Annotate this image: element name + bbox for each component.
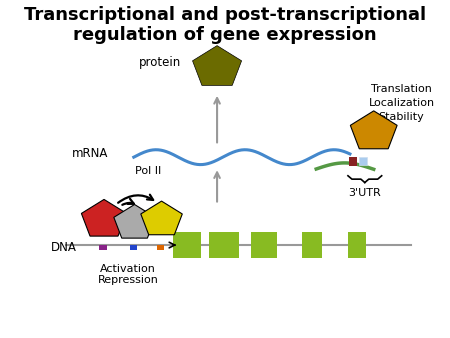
Bar: [302, 233, 322, 258]
Text: Transcriptional and post-transcriptional: Transcriptional and post-transcriptional: [24, 6, 426, 24]
Text: 3'UTR: 3'UTR: [348, 188, 381, 198]
Text: regulation of gene expression: regulation of gene expression: [73, 26, 377, 45]
Bar: [130, 245, 137, 250]
Bar: [348, 233, 366, 258]
Text: Translation
Localization
Stability: Translation Localization Stability: [369, 84, 435, 122]
Bar: [173, 233, 201, 258]
Bar: [99, 245, 107, 250]
Text: protein: protein: [139, 56, 181, 69]
Bar: [359, 157, 367, 165]
Bar: [251, 233, 277, 258]
Bar: [349, 157, 357, 166]
FancyArrowPatch shape: [118, 195, 153, 203]
Text: mRNA: mRNA: [72, 147, 108, 160]
Text: Pol II: Pol II: [135, 166, 161, 176]
Bar: [157, 245, 164, 250]
FancyArrowPatch shape: [122, 199, 134, 205]
Polygon shape: [114, 204, 155, 238]
Polygon shape: [193, 46, 242, 86]
Text: DNA: DNA: [50, 241, 76, 254]
Polygon shape: [351, 111, 397, 149]
Text: Activation
Repression: Activation Repression: [97, 264, 158, 285]
Polygon shape: [81, 199, 126, 236]
Bar: [209, 233, 239, 258]
Polygon shape: [141, 201, 182, 235]
